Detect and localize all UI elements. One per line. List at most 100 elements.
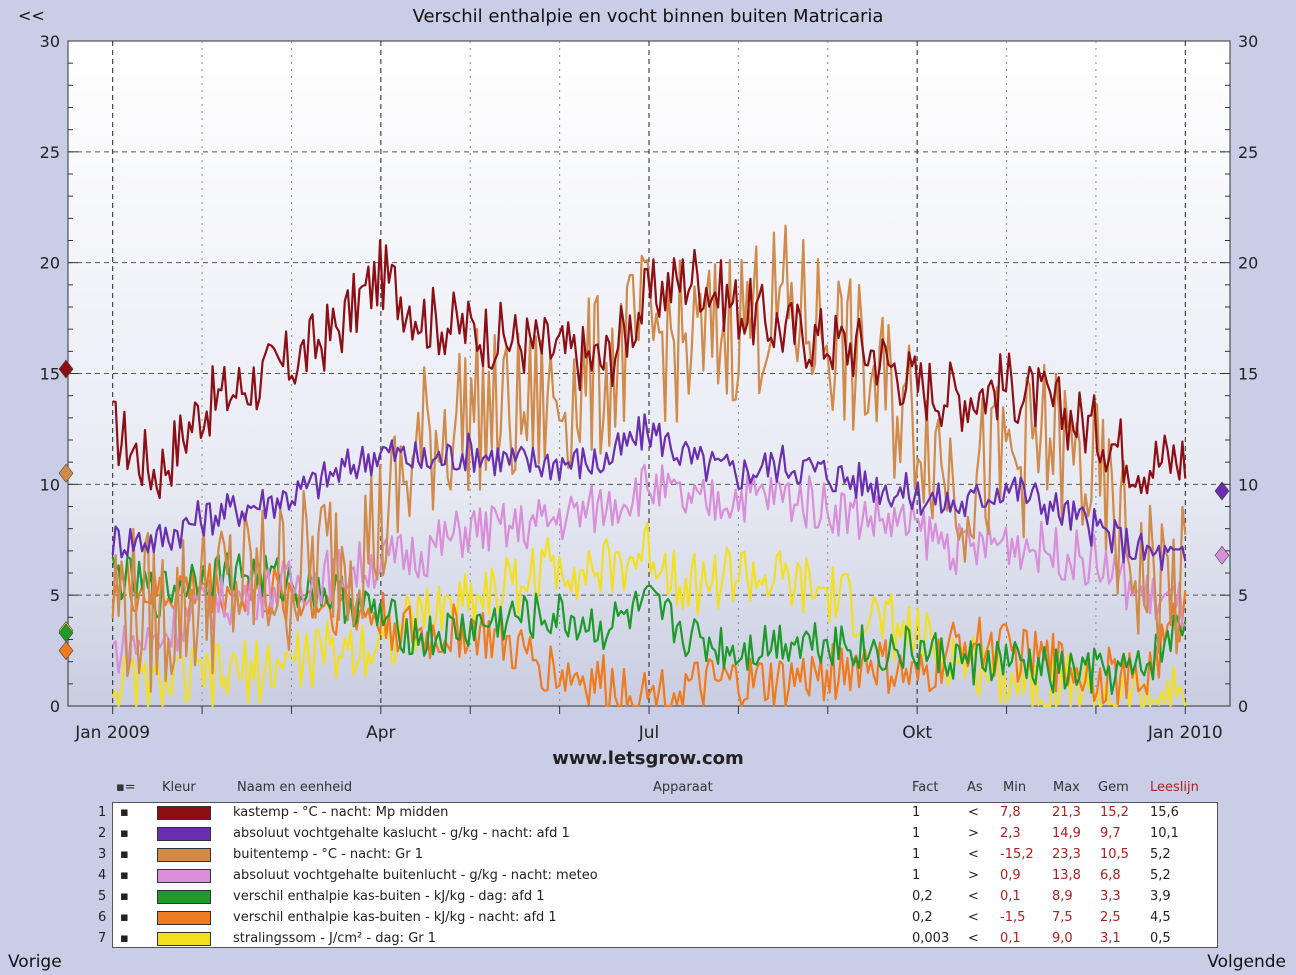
row-axis: < [968, 847, 979, 862]
color-swatch[interactable] [157, 932, 211, 946]
header-min: Min [1003, 780, 1027, 795]
row-avg: 2,5 [1100, 910, 1121, 925]
y-tick-label-right: 15 [1238, 365, 1258, 384]
row-max: 13,8 [1052, 868, 1081, 883]
row-number: 5 [98, 889, 107, 904]
left-axis-marker [58, 463, 74, 483]
row-min: -15,2 [1000, 847, 1034, 862]
y-tick-label-left: 15 [40, 365, 60, 384]
row-name: absoluut vochtgehalte kaslucht - g/kg - … [233, 826, 570, 841]
row-axis: > [968, 868, 979, 883]
y-tick-label-right: 20 [1238, 254, 1258, 273]
row-name: kastemp - °C - nacht: Mp midden [233, 805, 449, 820]
row-reading: 5,2 [1150, 847, 1171, 862]
row-min: 7,8 [1000, 805, 1021, 820]
y-tick-label-right: 10 [1238, 475, 1258, 494]
row-min: 0,9 [1000, 868, 1021, 883]
left-axis-marker [58, 623, 74, 643]
row-number: 3 [98, 847, 107, 862]
y-tick-label-left: 20 [40, 254, 60, 273]
row-number: 1 [98, 805, 107, 820]
legend-row[interactable]: 6 ▪ verschil enthalpie kas-buiten - kJ/kg … [0, 908, 1216, 929]
color-swatch[interactable] [157, 869, 211, 883]
header-color: Kleur [162, 780, 196, 795]
row-number: 2 [98, 826, 107, 841]
row-name: verschil enthalpie kas-buiten - kJ/kg - … [233, 910, 557, 925]
series-line-4 [111, 463, 1186, 674]
x-tick-label: Apr [366, 723, 395, 743]
row-avg: 6,8 [1100, 868, 1121, 883]
header-max: Max [1053, 780, 1080, 795]
row-max: 9,0 [1052, 931, 1073, 946]
website-label[interactable]: www.letsgrow.com [552, 748, 744, 769]
chart-title: Verschil enthalpie en vocht binnen buite… [412, 6, 884, 27]
row-bullet: ▪ [120, 910, 129, 925]
header-device: Apparaat [653, 780, 713, 795]
legend-row[interactable]: 1 ▪ kastemp - °C - nacht: Mp midden 1 <7,8 21… [0, 803, 1216, 824]
row-bullet: ▪ [120, 805, 129, 820]
row-name: absoluut vochtgehalte buitenlucht - g/kg… [233, 868, 598, 883]
row-avg: 9,7 [1100, 826, 1121, 841]
row-number: 4 [98, 868, 107, 883]
row-name: verschil enthalpie kas-buiten - kJ/kg - … [233, 889, 545, 904]
row-avg: 3,3 [1100, 889, 1121, 904]
y-tick-label-left: 5 [50, 586, 60, 605]
row-axis: > [968, 826, 979, 841]
y-tick-label-right: 30 [1238, 32, 1258, 51]
color-swatch[interactable] [157, 911, 211, 925]
row-number: 6 [98, 910, 107, 925]
legend-row[interactable]: 5 ▪ verschil enthalpie kas-buiten - kJ/kg … [0, 887, 1216, 908]
x-tick-label: Okt [902, 723, 932, 743]
row-max: 23,3 [1052, 847, 1081, 862]
back-button[interactable]: << [18, 6, 45, 25]
row-min: 0,1 [1000, 889, 1021, 904]
row-avg: 15,2 [1100, 805, 1129, 820]
y-tick-label-right: 25 [1238, 143, 1258, 162]
row-axis: < [968, 910, 979, 925]
row-max: 8,9 [1052, 889, 1073, 904]
row-factor: 0,2 [912, 910, 933, 925]
prev-button[interactable]: Vorige [8, 952, 62, 972]
x-tick-label: Jan 2010 [1147, 723, 1223, 743]
next-button[interactable]: Volgende [1207, 952, 1286, 972]
row-number: 7 [98, 931, 107, 946]
y-tick-label-left: 30 [40, 32, 60, 51]
row-reading: 10,1 [1150, 826, 1179, 841]
legend-row[interactable]: 4 ▪ absoluut vochtgehalte buitenlucht - g/… [0, 866, 1216, 887]
x-tick-label: Jul [638, 723, 660, 743]
row-axis: < [968, 889, 979, 904]
color-swatch[interactable] [157, 890, 211, 904]
row-avg: 10,5 [1100, 847, 1129, 862]
color-swatch[interactable] [157, 848, 211, 862]
right-axis-marker [1214, 481, 1230, 501]
legend-row[interactable]: 3 ▪ buitentemp - °C - nacht: Gr 1 1 < -15,2 23… [0, 845, 1216, 866]
row-avg: 3,1 [1100, 931, 1121, 946]
y-tick-label-left: 25 [40, 143, 60, 162]
row-reading: 3,9 [1150, 889, 1171, 904]
color-swatch[interactable] [157, 827, 211, 841]
row-bullet: ▪ [120, 889, 129, 904]
header-reading: Leeslijn [1150, 780, 1199, 795]
legend-row[interactable]: 7 ▪ stralingssom - J/cm² - dag: Gr 1 0,003 <… [0, 929, 1216, 950]
row-max: 21,3 [1052, 805, 1081, 820]
row-min: 0,1 [1000, 931, 1021, 946]
row-name: stralingssom - J/cm² - dag: Gr 1 [233, 931, 437, 946]
row-reading: 0,5 [1150, 931, 1171, 946]
row-bullet: ▪ [120, 847, 129, 862]
legend-table [112, 802, 1218, 948]
row-factor: 1 [912, 847, 921, 862]
legend-row[interactable]: 2 ▪ absoluut vochtgehalte kaslucht - g/kg … [0, 824, 1216, 845]
row-name: buitentemp - °C - nacht: Gr 1 [233, 847, 423, 862]
series-line-2 [111, 413, 1187, 572]
row-bullet: ▪ [120, 868, 129, 883]
row-min: 2,3 [1000, 826, 1021, 841]
row-max: 7,5 [1052, 910, 1073, 925]
left-axis-marker [58, 641, 74, 661]
header-axis: As [967, 780, 983, 795]
color-swatch[interactable] [157, 806, 211, 820]
header-nr: ▪= [116, 780, 136, 795]
y-tick-label-right: 0 [1238, 697, 1248, 716]
series-line-1 [112, 239, 1187, 499]
row-factor: 0,003 [912, 931, 950, 946]
